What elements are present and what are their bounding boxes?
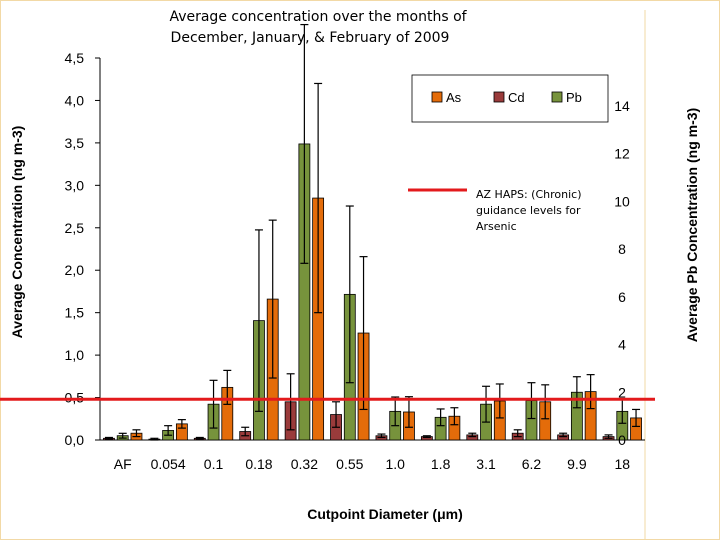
- legend: As Cd Pb: [411, 74, 609, 123]
- reference-label-line: Arsenic: [476, 220, 517, 233]
- y2-tick-label: 2: [618, 384, 626, 400]
- chart-title-line-2: December, January, & February of 2009: [171, 30, 450, 46]
- legend-label-as: As: [446, 90, 462, 105]
- y2-tick-label: 6: [618, 289, 626, 305]
- y-axis-title: Average Concentration (ng m-3): [9, 126, 25, 339]
- y-tick-label: 4,5: [65, 50, 85, 66]
- y2-tick-label: 4: [618, 337, 626, 353]
- reference-label-line: AZ HAPS: (Chronic): [476, 188, 582, 201]
- y-tick-label: 1,0: [65, 347, 85, 363]
- y-tick-label: 2,0: [65, 262, 85, 278]
- y2-tick-label: 12: [614, 146, 630, 162]
- legend-swatch-pb: [551, 91, 563, 103]
- y-tick-label: 3,5: [65, 135, 85, 151]
- legend-box: [411, 74, 609, 123]
- x-tick-label: 0.1: [204, 456, 224, 472]
- legend-label-pb: Pb: [566, 90, 582, 105]
- x-tick-label: 9.9: [567, 456, 587, 472]
- x-tick-label: 0.18: [245, 456, 272, 472]
- x-tick-label: 0.55: [336, 456, 363, 472]
- legend-label-cd: Cd: [508, 90, 525, 105]
- y2-tick-label: 14: [614, 98, 630, 114]
- reference-label-line: guidance levels for: [476, 204, 581, 217]
- x-axis-title: Cutpoint Diameter (μm): [307, 506, 463, 522]
- x-tick-label: 1.0: [385, 456, 405, 472]
- x-tick-label: 1.8: [431, 456, 451, 472]
- chart-title-line-1: Average concentration over the months of: [169, 9, 467, 25]
- y2-tick-label: 0: [618, 432, 626, 448]
- x-tick-label: 3.1: [476, 456, 496, 472]
- y2-tick-label: 10: [614, 193, 630, 209]
- legend-swatch-as: [431, 91, 443, 103]
- x-tick-label: 0.32: [291, 456, 318, 472]
- y2-tick-label: 8: [618, 241, 626, 257]
- x-tick-label: 6.2: [522, 456, 542, 472]
- y-tick-label: 0,0: [65, 432, 85, 448]
- x-tick-label: 18: [615, 456, 631, 472]
- x-tick-label: AF: [114, 456, 132, 472]
- x-tick-label: 0.054: [151, 456, 186, 472]
- y-tick-label: 1,5: [65, 305, 85, 321]
- y-tick-label: 2,5: [65, 220, 85, 236]
- y-tick-label: 3,0: [65, 177, 85, 193]
- y-tick-label: 4,0: [65, 92, 85, 108]
- legend-swatch-cd: [493, 91, 505, 103]
- y-tick-label: 0,5: [65, 390, 85, 406]
- y2-axis-title: Average Pb Concentration (ng m-3): [684, 108, 700, 342]
